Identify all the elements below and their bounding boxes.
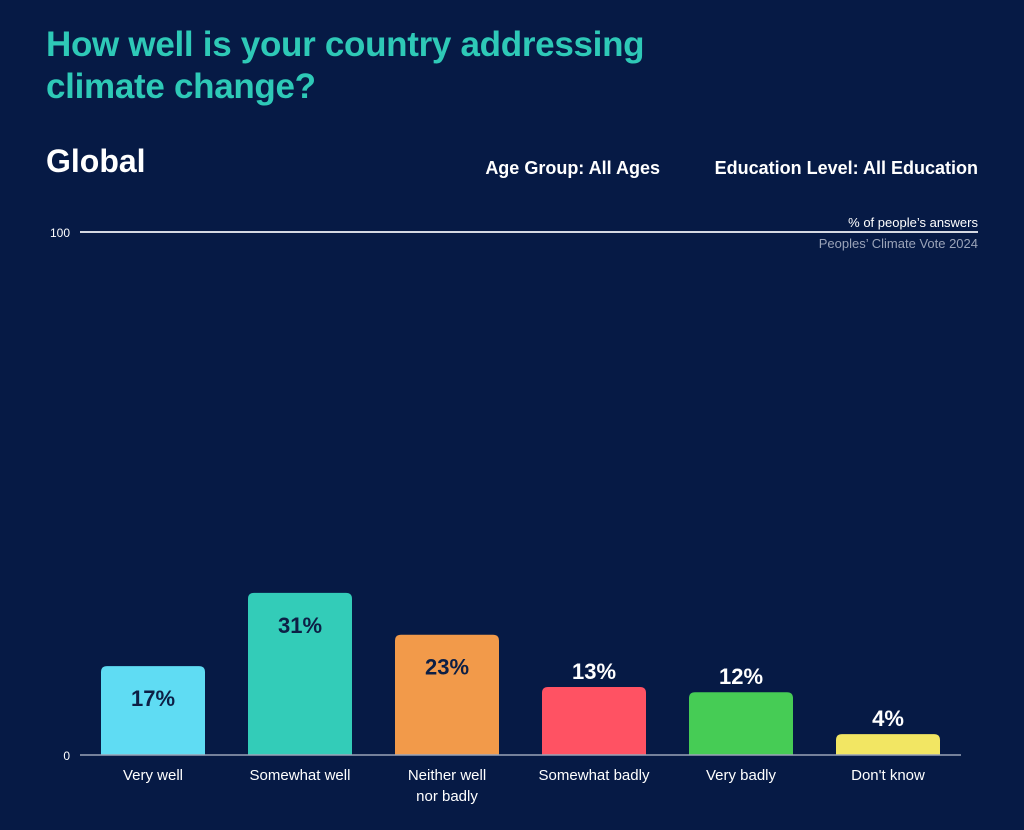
chart-title: How well is your country addressing clim… xyxy=(46,25,645,106)
data-label: 12% xyxy=(719,664,763,689)
region-label: Global xyxy=(46,143,146,179)
bar xyxy=(248,592,352,755)
x-tick-label: Somewhat badly xyxy=(539,767,650,784)
bar xyxy=(395,634,499,755)
data-label: 13% xyxy=(572,659,616,684)
bar xyxy=(836,734,940,755)
data-label: 23% xyxy=(425,655,469,680)
x-tick-label: nor badly xyxy=(416,788,478,805)
x-tick-label: Somewhat well xyxy=(250,767,351,784)
y-tick-label: 100 xyxy=(50,226,70,240)
data-label: 4% xyxy=(872,706,904,731)
bar xyxy=(101,666,205,755)
education-level-filter[interactable]: Education Level: All Education xyxy=(714,158,978,178)
bar xyxy=(542,687,646,755)
x-tick-label: Don't know xyxy=(851,767,925,784)
data-label: 31% xyxy=(278,613,322,638)
y-tick-label: 0 xyxy=(63,749,70,763)
x-tick-label: Very well xyxy=(123,767,183,784)
x-tick-label: Neither well xyxy=(408,767,486,784)
source-note: Peoples’ Climate Vote 2024 xyxy=(818,236,978,251)
unit-note: % of people’s answers xyxy=(848,215,978,230)
age-group-filter[interactable]: Age Group: All Ages xyxy=(485,158,660,178)
x-tick-label: Very badly xyxy=(706,767,777,784)
bar xyxy=(689,692,793,755)
data-label: 17% xyxy=(131,686,175,711)
